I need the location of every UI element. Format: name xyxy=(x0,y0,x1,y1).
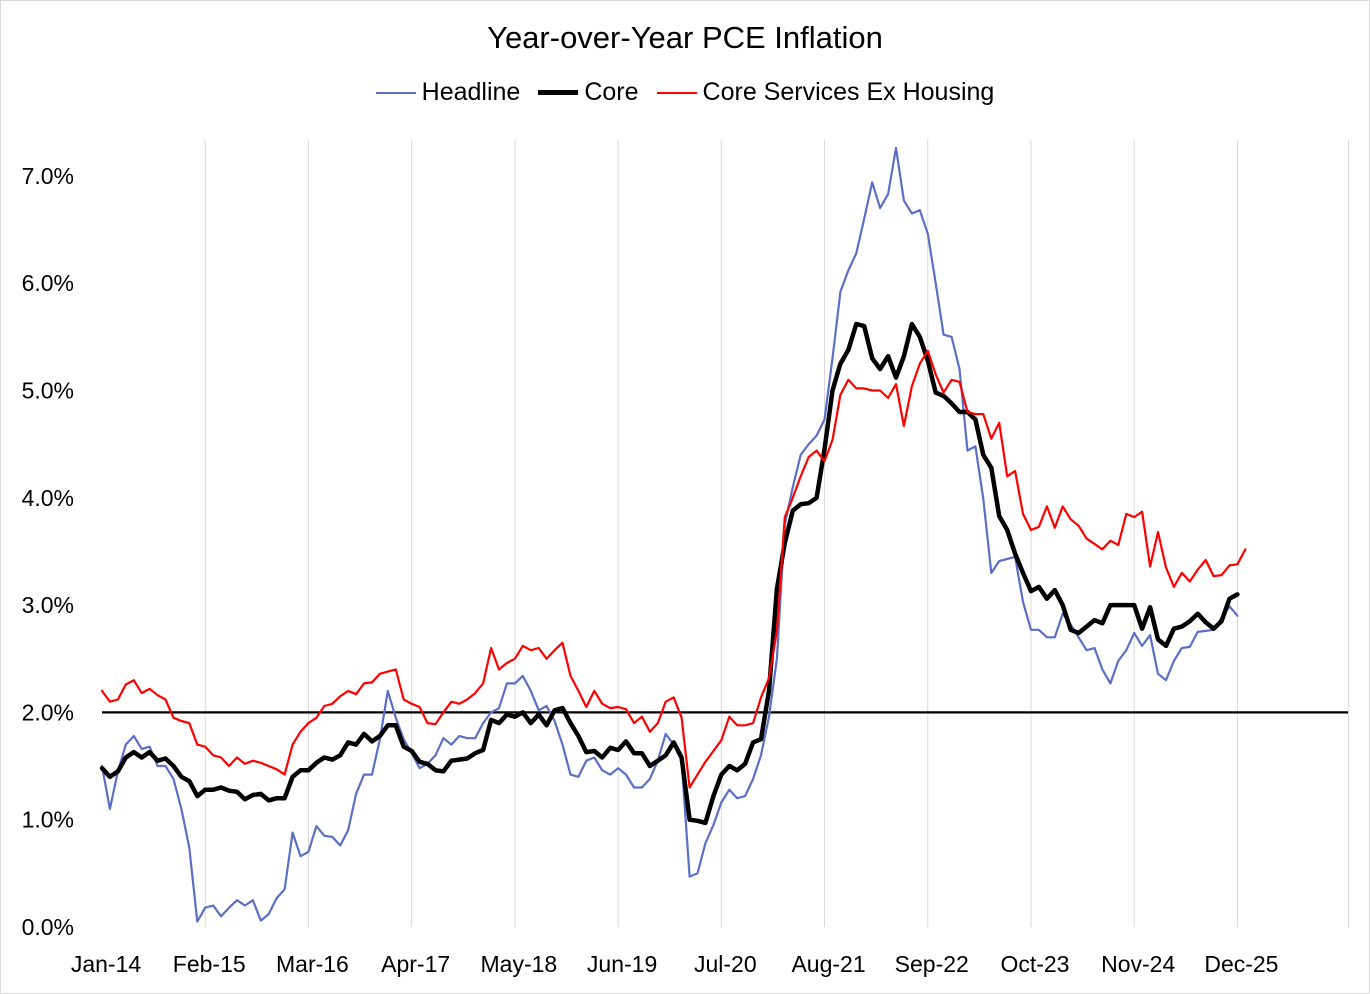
legend-label-core-services: Core Services Ex Housing xyxy=(702,78,995,106)
x-tick-label: Nov-24 xyxy=(1101,951,1175,977)
y-tick-label: 3.0% xyxy=(22,592,74,618)
chart-title: Year-over-Year PCE Inflation xyxy=(487,20,883,55)
gridlines xyxy=(204,140,1350,927)
x-tick-label: Aug-21 xyxy=(791,951,865,977)
y-tick-label: 4.0% xyxy=(22,485,74,511)
y-tick-label: 6.0% xyxy=(22,270,74,296)
x-tick-label: Dec-25 xyxy=(1204,951,1278,977)
y-tick-label: 1.0% xyxy=(22,807,74,833)
x-tick-label: May-18 xyxy=(481,951,558,977)
y-tick-label: 0.0% xyxy=(22,914,74,940)
legend-swatch-headline xyxy=(375,91,416,94)
x-tick-label: Jan-14 xyxy=(71,951,142,977)
legend-label-core: Core xyxy=(584,78,639,106)
legend-swatch-core xyxy=(538,90,579,95)
legend-label-headline: Headline xyxy=(421,78,521,106)
series-layer xyxy=(99,146,1247,923)
y-axis-ticks: 0.0% 1.0% 2.0% 3.0% 4.0% 5.0% 6.0% 7.0% xyxy=(22,163,74,940)
series-line-core xyxy=(99,321,1240,826)
y-tick-label: 5.0% xyxy=(22,378,74,404)
x-axis-ticks: Jan-14 Feb-15 Mar-16 Apr-17 May-18 Jun-19 Jul-… xyxy=(71,951,1279,977)
series-line-core-services-ex-housing xyxy=(100,349,1247,789)
series-line-headline xyxy=(100,146,1239,923)
y-tick-label: 2.0% xyxy=(22,699,74,725)
x-tick-label: Jun-19 xyxy=(587,951,657,977)
legend-item-headline: Headline xyxy=(375,78,521,107)
legend-item-core: Core xyxy=(538,78,639,107)
x-tick-label: Sep-22 xyxy=(895,951,969,977)
legend-swatch-core-services xyxy=(656,91,697,94)
x-tick-label: Jul-20 xyxy=(694,951,757,977)
x-tick-label: Apr-17 xyxy=(381,951,450,977)
x-tick-label: Oct-23 xyxy=(1000,951,1069,977)
legend-item-core-services: Core Services Ex Housing xyxy=(656,78,995,107)
y-tick-label: 7.0% xyxy=(22,163,74,189)
legend: Headline Core Core Services Ex Housing xyxy=(0,78,1370,107)
x-tick-label: Feb-15 xyxy=(173,951,246,977)
x-tick-label: Mar-16 xyxy=(276,951,349,977)
